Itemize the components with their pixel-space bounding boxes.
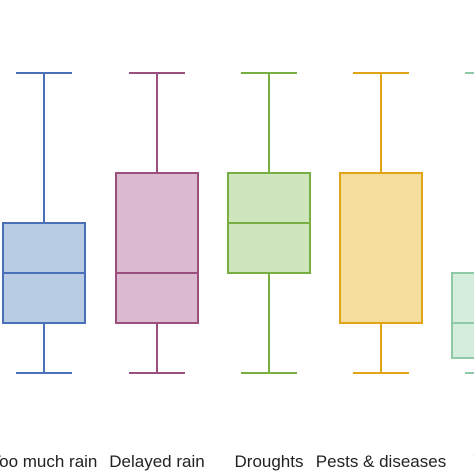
category-labels: Too much rain Delayed rain Droughts Pests &… [0,452,474,471]
box-4 [339,72,423,374]
box-1 [2,72,86,374]
box-2 [115,72,199,374]
iqr-box [339,172,423,324]
iqr-box [115,172,199,324]
box-3 [227,72,311,374]
category-label: Pests & diseases [316,452,446,471]
box-5 [451,72,474,374]
category-label: Too much rain [0,452,97,471]
box-plot-area [2,72,474,374]
iqr-box [451,272,474,359]
category-label: Delayed rain [109,452,204,471]
category-label: Droughts [235,452,304,471]
